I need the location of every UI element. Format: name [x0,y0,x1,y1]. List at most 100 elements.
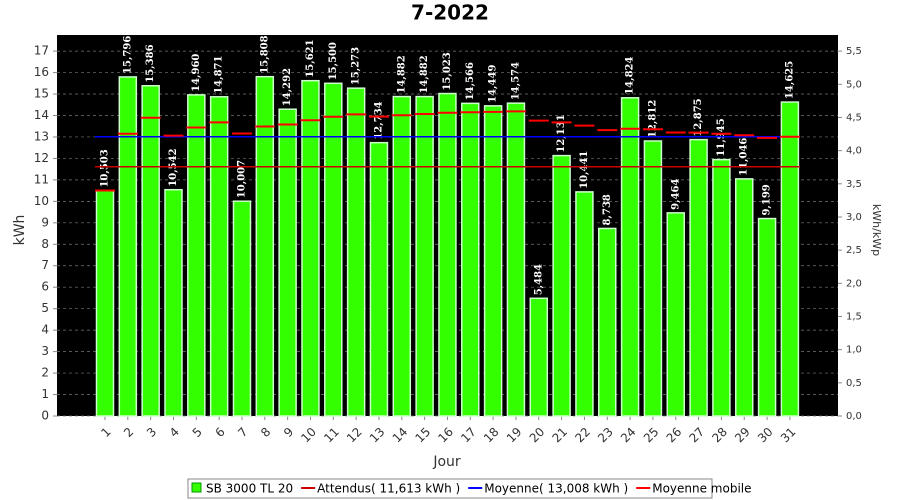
data-label: 15,023 [442,52,453,90]
bar [438,92,457,417]
y-tick-label: 3 [41,344,49,358]
y-tick-label: 17 [34,44,49,58]
x-tick-label: 27 [686,425,707,446]
bar [712,158,731,417]
bar [232,200,252,417]
data-label: 15,386 [145,44,156,82]
y-tick-label: 8 [41,237,49,251]
y2-tick-label: 1,0 [846,345,862,356]
data-label: 14,574 [510,62,521,100]
bar [461,102,480,417]
bar [780,101,800,417]
y2-tick-label: 2,0 [846,278,862,289]
y2-tick-label: 3,0 [846,212,862,223]
bar [552,154,571,417]
y2-tick-label: 5,0 [846,79,862,90]
legend-label: SB 3000 TL 20 [206,482,293,496]
x-tick-label: 29 [732,425,753,446]
x-tick-label: 26 [664,425,685,446]
data-label: 15,621 [305,39,316,77]
bar [620,97,640,417]
y-tick-label: 7 [41,258,49,272]
data-label: 10,441 [579,151,590,189]
y2-tick-label: 2,5 [846,245,862,256]
bar [324,82,343,417]
bar [95,189,115,417]
bar [255,75,275,417]
y-tick-label: 2 [41,366,49,380]
bar [301,79,320,417]
data-label: 5,484 [533,264,544,295]
y-axis-label: kWh [12,215,28,246]
x-tick-label: 1 [98,425,113,440]
x-tick-label: 14 [390,425,411,446]
x-tick-label: 28 [709,425,730,446]
x-tick-label: 24 [618,425,639,446]
x-tick-label: 5 [190,425,205,440]
bar [209,96,229,417]
data-label: 10,542 [168,148,179,186]
bar [164,188,183,417]
y2-tick-label: 0,0 [846,411,862,422]
data-label: 14,292 [282,68,293,106]
y-tick-label: 4 [41,323,49,337]
legend-label: Moyenne( 13,008 kWh ) [484,482,628,496]
y-tick-label: 16 [34,65,49,79]
data-label: 14,882 [419,55,430,93]
bar [757,217,777,417]
y-tick-label: 9 [41,215,49,229]
bar [734,178,754,417]
data-label: 10,007 [236,160,247,198]
x-tick-label: 2 [121,425,136,440]
bar [118,76,138,417]
y2-tick-label: 1,5 [846,311,862,322]
x-tick-label: 9 [281,425,296,440]
y-tick-label: 13 [34,129,49,143]
data-label: 14,625 [784,61,795,99]
bar [346,87,366,417]
bar [598,227,617,417]
x-axis-label: Jour [432,454,461,470]
data-label: 9,199 [762,184,773,215]
data-label: 8,738 [602,194,613,225]
bar [689,138,708,417]
x-tick-label: 25 [641,425,662,446]
y-tick-label: 15 [34,87,49,101]
data-label: 12,734 [373,101,384,139]
data-label: 15,808 [259,35,270,73]
y2-tick-label: 5,5 [846,46,862,57]
bar [643,140,663,417]
y2-tick-label: 3,5 [846,179,862,190]
data-label: 14,824 [625,56,636,94]
bar [415,95,434,417]
data-label: 15,273 [351,47,362,85]
x-tick-label: 16 [435,425,456,446]
legend-label: Moyenne mobile [652,482,751,496]
y-tick-label: 1 [41,387,49,401]
data-label: 14,566 [465,62,476,100]
x-tick-label: 13 [367,425,388,446]
x-tick-label: 22 [572,425,593,446]
bar [392,95,412,417]
y-tick-label: 5 [41,301,49,315]
x-tick-label: 17 [458,425,479,446]
legend-label: Attendus( 11,613 kWh ) [317,482,460,496]
bar [575,191,594,417]
bar [278,108,297,417]
bar [187,94,206,417]
bar [369,141,389,417]
data-label: 12,875 [693,98,704,136]
bar [483,105,503,417]
data-label: 12,812 [647,100,658,138]
legend-swatch [191,482,202,493]
x-tick-label: 6 [212,425,227,440]
data-label: 10,503 [100,149,111,187]
x-tick-label: 12 [344,425,365,446]
legend [187,478,713,499]
data-label: 14,960 [191,54,202,92]
x-tick-label: 3 [144,425,159,440]
y2-tick-label: 4,5 [846,112,862,123]
data-label: 14,882 [396,55,407,93]
y2-tick-label: 4,0 [846,146,862,157]
